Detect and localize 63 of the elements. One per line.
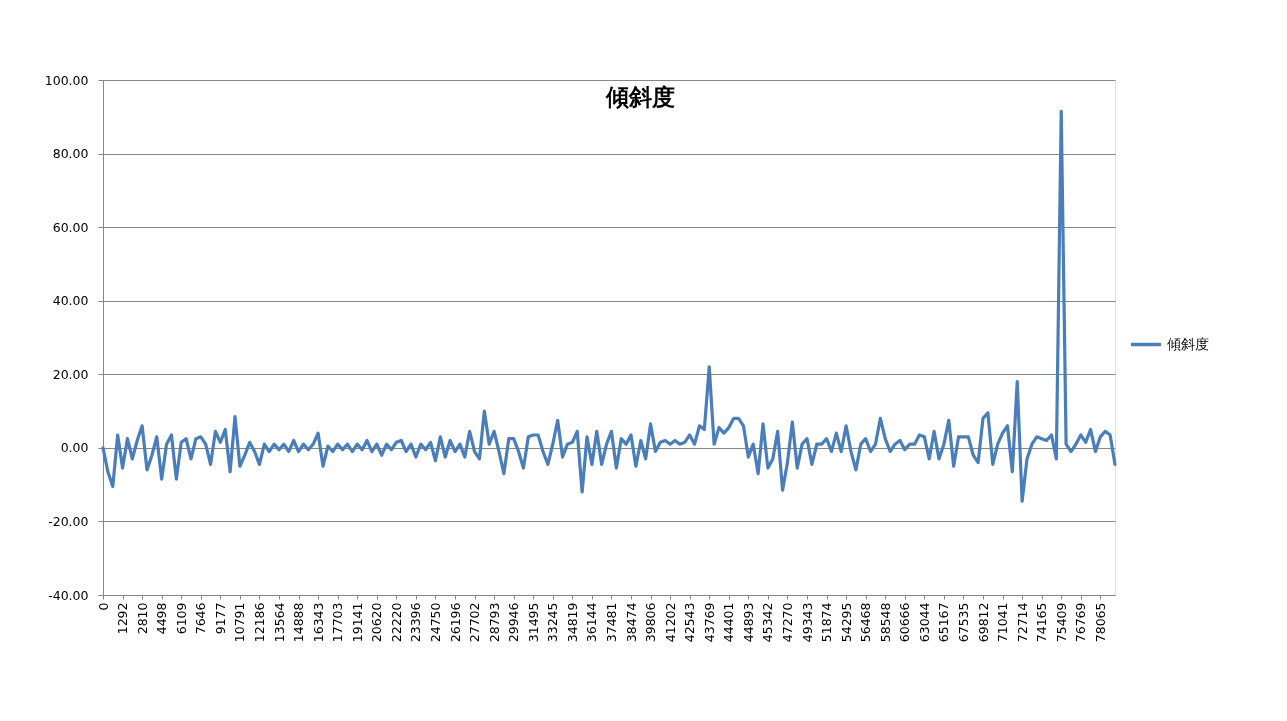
- x-tick-label: 19141: [349, 602, 365, 643]
- x-tick-label: 38474: [623, 602, 639, 643]
- x-tick-label: 23396: [408, 602, 424, 643]
- y-tick-label: 40.00: [52, 293, 89, 309]
- y-tick-label: -20.00: [48, 513, 89, 529]
- x-tick-label: 42543: [682, 602, 698, 643]
- x-tick-label: 33245: [545, 602, 561, 643]
- x-tick-label: 72714: [1014, 602, 1030, 643]
- x-tick-label: 13564: [271, 602, 287, 643]
- x-tick-label: 37481: [603, 602, 619, 643]
- x-tick-label: 9177: [212, 602, 228, 635]
- y-tick-label: 20.00: [52, 366, 89, 382]
- x-tick-label: 56468: [858, 602, 874, 643]
- x-tick-label: 71041: [995, 602, 1011, 643]
- x-tick-label: 0: [95, 602, 111, 611]
- x-tick-label: 36144: [584, 602, 600, 643]
- chart-title: 傾斜度: [604, 84, 675, 110]
- x-tick-label: 54295: [838, 602, 854, 643]
- x-tick-label: 51874: [819, 602, 835, 643]
- x-tick-label: 49343: [799, 602, 815, 643]
- y-tick-label: 0.00: [60, 440, 89, 456]
- x-tick-label: 6109: [173, 602, 189, 635]
- x-tick-label: 20620: [369, 602, 385, 643]
- x-tick-label: 44401: [721, 602, 737, 643]
- x-tick-label: 39806: [643, 602, 659, 643]
- x-tick-label: 75409: [1053, 602, 1069, 643]
- x-tick-label: 74165: [1034, 602, 1050, 643]
- x-tick-label: 31495: [525, 602, 541, 643]
- x-tick-label: 28793: [486, 602, 502, 643]
- x-tick-label: 47270: [779, 602, 795, 643]
- x-tick-label: 44893: [740, 602, 756, 643]
- x-tick-label: 17703: [330, 602, 346, 643]
- x-tick-label: 69812: [975, 602, 991, 643]
- x-tick-label: 10791: [232, 602, 248, 643]
- x-tick-label: 63044: [916, 602, 932, 643]
- x-tick-label: 29946: [506, 602, 522, 643]
- legend-label: 傾斜度: [1167, 335, 1209, 352]
- x-tick-label: 43769: [701, 602, 717, 643]
- x-tick-label: 76769: [1073, 602, 1089, 643]
- x-tick-label: 41202: [662, 602, 678, 643]
- x-tick-label: 58548: [877, 602, 893, 643]
- x-tick-label: 34819: [564, 602, 580, 643]
- x-tick-label: 14888: [291, 602, 307, 643]
- y-tick-label: 60.00: [52, 219, 89, 235]
- x-tick-label: 27702: [467, 602, 483, 643]
- x-tick-label: 67535: [955, 602, 971, 643]
- x-tick-label: 22220: [388, 602, 404, 643]
- y-tick-label: 100.00: [44, 72, 89, 88]
- x-tick-label: 24750: [427, 602, 443, 643]
- y-tick-label: 80.00: [52, 146, 89, 162]
- x-tick-label: 45342: [760, 602, 776, 643]
- x-tick-label: 12186: [251, 602, 267, 643]
- y-tick-label: -40.00: [48, 587, 89, 603]
- x-tick-label: 4498: [154, 602, 170, 635]
- x-tick-label: 16343: [310, 602, 326, 643]
- line-series: [101, 109, 1117, 503]
- x-tick-label: 65167: [936, 602, 952, 643]
- x-tick-label: 2810: [134, 602, 150, 635]
- x-tick-label: 60666: [897, 602, 913, 643]
- x-tick-label: 78065: [1092, 602, 1108, 643]
- x-tick-label: 1292: [115, 602, 131, 635]
- x-tick-label: 26196: [447, 602, 463, 643]
- x-tick-label: 7646: [193, 602, 209, 635]
